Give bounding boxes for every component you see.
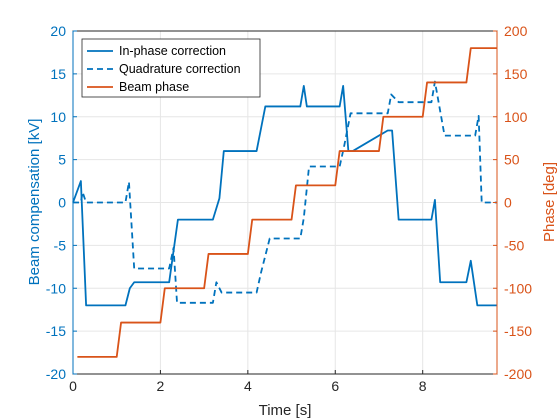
right-y-tick-label: -150 [504,323,532,339]
left-y-tick-label: -10 [46,280,66,296]
right-y-tick-label: -50 [504,237,524,253]
x-tick-label: 0 [69,378,77,394]
series-lines [72,47,497,358]
left-y-tick-label: 5 [58,152,66,168]
right-y-axis-label: Phase [deg] [541,162,558,242]
x-tick-label: 8 [419,378,427,394]
x-axis-label: Time [s] [259,402,312,419]
legend: In-phase correction Quadrature correctio… [81,38,261,98]
left-y-tick-label: 0 [58,195,66,211]
x-tick-label: 2 [157,378,165,394]
legend-label-in-phase: In-phase correction [119,44,226,58]
right-y-tick-label: 150 [504,66,528,82]
left-y-tick-label: -5 [54,237,67,253]
left-y-tick-label: 20 [50,23,66,39]
right-y-tick-label: -100 [504,280,532,296]
series-line-in-phase-correction [72,84,497,307]
right-y-tick-label: 0 [504,195,512,211]
x-tick-label: 6 [331,378,339,394]
left-y-tick-label: -20 [46,366,66,382]
left-y-tick-label: 10 [50,109,66,125]
right-y-tick-label: -200 [504,366,532,382]
right-y-tick-label: 100 [504,109,528,125]
x-tick-label: 4 [244,378,252,394]
series-line-beam-phase [77,47,497,358]
left-y-axis-label: Beam compensation [kV] [26,119,43,286]
series-line-quadrature-correction [73,80,497,304]
right-y-tick-label: 50 [504,152,520,168]
legend-label-quadrature: Quadrature correction [119,62,241,76]
left-y-tick-label: 15 [50,66,66,82]
right-y-tick-label: 200 [504,23,528,39]
left-y-tick-label: -15 [46,323,66,339]
axis-ticks: 0 2 4 6 8-20-15-10-505101520-200-150-100-500… [46,23,532,394]
legend-label-beam-phase: Beam phase [119,80,189,94]
